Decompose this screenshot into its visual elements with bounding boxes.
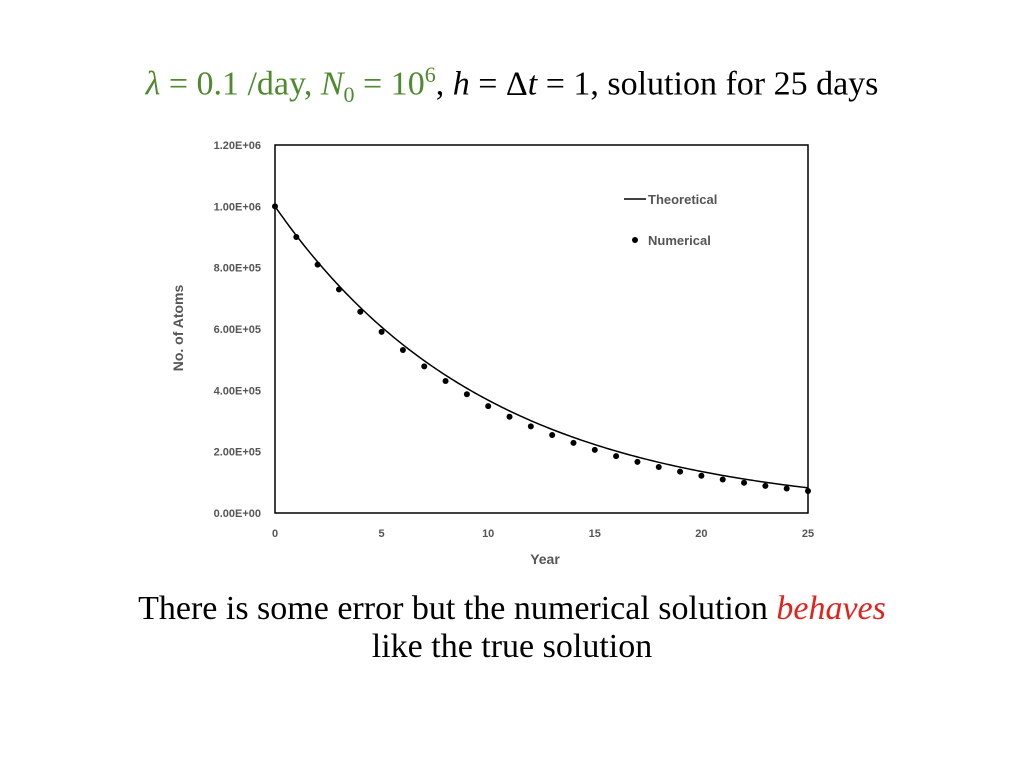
numerical-point bbox=[698, 472, 705, 479]
slide-title: λ = 0.1 /day, N0 = 106, h = Δt = 1, solu… bbox=[0, 62, 1024, 108]
x-tick-label: 0 bbox=[272, 528, 278, 540]
numerical-point bbox=[634, 458, 641, 465]
y-tick-label: 0.00E+00 bbox=[214, 508, 261, 520]
x-tick-label: 5 bbox=[379, 528, 385, 540]
x-ticks: 0 5 10 15 20 25 bbox=[272, 528, 814, 540]
numerical-point bbox=[570, 439, 577, 446]
numerical-point bbox=[272, 203, 278, 210]
n-subscript: 0 bbox=[343, 82, 355, 108]
legend-label-numerical: Numerical bbox=[648, 233, 711, 248]
numerical-point bbox=[442, 377, 449, 384]
numerical-point bbox=[399, 347, 406, 354]
y-tick-label: 1.00E+06 bbox=[214, 201, 261, 213]
numerical-point bbox=[378, 328, 385, 335]
y-axis-label: No. of Atoms bbox=[170, 284, 186, 371]
plot-area-border bbox=[274, 144, 809, 514]
numerical-point bbox=[293, 234, 300, 240]
x-axis-label: Year bbox=[530, 551, 560, 567]
numerical-point bbox=[655, 463, 662, 470]
h-equals: = Δ bbox=[469, 65, 528, 103]
numerical-point bbox=[357, 308, 364, 315]
t-symbol: t bbox=[527, 65, 538, 103]
y-tick-label: 2.00E+05 bbox=[214, 447, 261, 459]
series-line-theoretical bbox=[274, 205, 809, 489]
numerical-point bbox=[314, 261, 321, 268]
numerical-point bbox=[762, 482, 769, 489]
caption-emphasis: behaves bbox=[776, 590, 886, 627]
numerical-point bbox=[591, 446, 598, 453]
y-ticks: 0.00E+00 2.00E+05 4.00E+05 6.00E+05 8.00E+05… bbox=[214, 140, 261, 520]
numerical-point bbox=[741, 479, 748, 486]
y-tick-label: 8.00E+05 bbox=[214, 263, 261, 275]
numerical-point bbox=[677, 468, 684, 475]
numerical-point bbox=[719, 476, 726, 483]
caption-text: There is some error but the numerical so… bbox=[138, 590, 777, 627]
title-separator: , bbox=[435, 65, 453, 103]
caption-line-2: like the true solution bbox=[371, 628, 653, 665]
legend-label-theoretical: Theoretical bbox=[648, 192, 717, 207]
numerical-point bbox=[783, 485, 790, 492]
numerical-point bbox=[485, 403, 492, 410]
plot-frame bbox=[274, 144, 809, 514]
numerical-point bbox=[506, 413, 513, 420]
numerical-point bbox=[527, 423, 534, 430]
x-tick-label: 10 bbox=[482, 528, 494, 540]
n-exponent: 6 bbox=[424, 62, 436, 87]
h-symbol: h bbox=[452, 65, 470, 103]
numerical-point bbox=[613, 453, 620, 460]
slide-caption: There is some error but the numerical so… bbox=[0, 590, 1024, 666]
numerical-point bbox=[335, 286, 342, 293]
legend: Theoretical Numerical bbox=[624, 192, 717, 248]
y-tick-label: 1.20E+06 bbox=[214, 140, 261, 152]
series-layer bbox=[272, 203, 811, 494]
x-tick-label: 20 bbox=[695, 528, 707, 540]
numerical-point bbox=[463, 391, 470, 398]
numerical-point bbox=[549, 432, 556, 439]
legend-dot-swatch bbox=[632, 237, 638, 243]
caption-line-1: There is some error but the numerical so… bbox=[0, 590, 1024, 628]
lambda-value: = 0.1 /day, bbox=[160, 65, 321, 103]
x-tick-label: 25 bbox=[802, 528, 814, 540]
lambda-symbol: λ bbox=[145, 65, 161, 103]
title-rest: = 1, solution for 25 days bbox=[537, 65, 879, 103]
y-tick-label: 6.00E+05 bbox=[214, 324, 261, 336]
n-symbol: N bbox=[320, 65, 344, 103]
numerical-point bbox=[805, 487, 811, 494]
n-equals: = 10 bbox=[354, 65, 425, 103]
x-tick-label: 15 bbox=[589, 528, 601, 540]
numerical-point bbox=[421, 363, 428, 370]
y-tick-label: 4.00E+05 bbox=[214, 385, 261, 397]
